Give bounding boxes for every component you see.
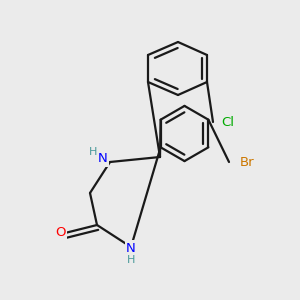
Text: Cl: Cl — [221, 116, 234, 128]
Text: H: H — [127, 255, 135, 265]
Text: H: H — [89, 147, 97, 157]
Text: N: N — [126, 242, 136, 254]
Text: N: N — [98, 152, 108, 166]
Text: Br: Br — [240, 155, 255, 169]
Text: O: O — [55, 226, 65, 239]
